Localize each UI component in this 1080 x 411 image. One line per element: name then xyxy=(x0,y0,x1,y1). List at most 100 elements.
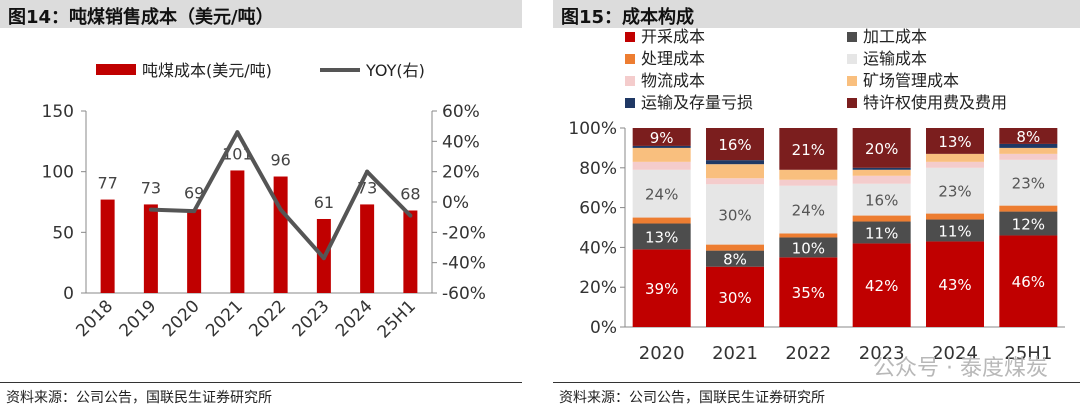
stack-segment xyxy=(779,179,838,186)
legend-label: 物流成本 xyxy=(641,71,705,90)
legend-label: 运输及存量亏损 xyxy=(641,93,753,112)
right-axis-tick-label: 60% xyxy=(442,102,480,122)
figure-15-source: 资料来源：公司公告，国联民生证券研究所 xyxy=(559,390,825,406)
bar-value-label: 68 xyxy=(400,184,420,203)
figure-15-source-rule xyxy=(553,382,1080,383)
bar-cost xyxy=(100,199,115,293)
stack-segment xyxy=(926,167,984,214)
legend-swatch-cost xyxy=(96,64,136,75)
stack-segment xyxy=(706,266,764,327)
figure-15-panel: 图15：成本构成 开采成本 加工成本 处理成本 运输成本 物流成本 矿场管理成本 运输及存量… xyxy=(553,0,1080,411)
stack-segment xyxy=(926,161,984,168)
left-axis-tick-label: 100 xyxy=(42,163,74,183)
yoy-point xyxy=(148,207,153,212)
segment-value-label: 42% xyxy=(865,277,898,295)
stack-segment xyxy=(926,241,984,327)
x-axis-tick-label: 2022 xyxy=(245,296,290,341)
legend-swatch xyxy=(847,32,857,42)
segment-value-label: 11% xyxy=(865,224,898,242)
segment-value-label: 24% xyxy=(792,202,825,220)
stack-segment xyxy=(999,143,1058,148)
segment-value-label: 11% xyxy=(938,222,971,240)
bar-cost xyxy=(187,209,202,293)
right-axis-tick-label: 0% xyxy=(442,193,469,213)
bar-cost xyxy=(403,210,418,293)
left-axis-tick-label: 150 xyxy=(42,102,74,122)
stack-segment xyxy=(632,161,691,170)
legend-swatch xyxy=(847,76,857,86)
legend-swatch xyxy=(625,76,635,86)
segment-value-label: 23% xyxy=(938,183,971,201)
stack-segment xyxy=(852,221,911,244)
left-axis-tick-label: 0 xyxy=(63,284,74,304)
x-axis-tick-label: 2020 xyxy=(639,343,685,364)
bar-cost xyxy=(273,176,288,293)
x-axis-tick-label: 25H1 xyxy=(374,296,420,342)
legend-label: 加工成本 xyxy=(863,27,927,46)
legend-swatch xyxy=(847,98,857,108)
segment-value-label: 8% xyxy=(723,251,747,269)
segment-value-label: 9% xyxy=(650,129,674,147)
stack-segment xyxy=(632,147,691,162)
stack-segment xyxy=(999,159,1058,206)
y-axis-tick-label: 80% xyxy=(579,159,617,179)
y-axis-tick-label: 100% xyxy=(568,119,617,139)
legend-label: 特许权使用费及费用 xyxy=(863,93,1007,112)
right-axis-tick-label: -60% xyxy=(442,284,486,304)
figure-14-panel: 图14：吨煤销售成本（美元/吨） 吨煤成本(美元/吨) YOY(右) 0 50 100 1… xyxy=(0,0,522,411)
segment-value-label: 12% xyxy=(1012,216,1045,234)
bar-value-label: 77 xyxy=(97,174,117,193)
x-axis-tick-label: 2021 xyxy=(202,296,247,341)
y-axis-tick-label: 60% xyxy=(579,199,617,219)
bar-value-label: 61 xyxy=(314,193,334,212)
segment-value-label: 46% xyxy=(1012,273,1045,291)
legend-label-yoy: YOY(右) xyxy=(365,61,425,80)
legend-label: 矿场管理成本 xyxy=(863,71,959,90)
segment-value-label: 39% xyxy=(645,280,678,298)
stack-segment xyxy=(706,244,764,251)
bar-value-label: 73 xyxy=(141,178,161,197)
figure-14-chart: 吨煤成本(美元/吨) YOY(右) 0 50 100 150 -60% -40% -20% 0% 2… xyxy=(42,61,486,343)
segment-value-label: 16% xyxy=(865,192,898,210)
stack-segment xyxy=(852,243,911,327)
segment-value-label: 30% xyxy=(718,206,751,224)
stack-segment xyxy=(999,147,1058,154)
legend-swatch xyxy=(625,54,635,64)
stack-segment xyxy=(706,128,764,161)
bar-cost xyxy=(360,204,375,293)
stack-segment xyxy=(999,235,1058,327)
x-axis-tick-label: 2019 xyxy=(116,296,161,341)
stack-segment xyxy=(706,164,764,179)
x-axis-tick-label: 25H1 xyxy=(1004,343,1052,364)
stack-segment xyxy=(926,219,984,242)
stack-segment xyxy=(852,183,911,216)
stack-segment xyxy=(632,249,691,327)
segment-value-label: 13% xyxy=(645,228,678,246)
stack-segment xyxy=(999,205,1058,212)
bar-cost xyxy=(143,204,158,293)
bar-value-label: 96 xyxy=(270,151,290,170)
segment-value-label: 35% xyxy=(792,284,825,302)
stack-segment xyxy=(926,213,984,220)
legend-swatch xyxy=(847,54,857,64)
left-axis-tick-label: 50 xyxy=(52,223,74,243)
right-axis-tick-label: 40% xyxy=(442,132,480,152)
yoy-point xyxy=(192,209,197,214)
x-axis-tick-label: 2023 xyxy=(859,343,905,364)
yoy-point xyxy=(321,256,326,261)
stack-segment xyxy=(706,178,764,185)
stack-segment xyxy=(706,160,764,165)
right-axis-tick-label: -20% xyxy=(442,223,486,243)
stack-segment xyxy=(999,211,1058,236)
stack-segment xyxy=(779,237,838,258)
y-axis-tick-label: 20% xyxy=(579,278,617,298)
segment-value-label: 20% xyxy=(865,140,898,158)
stack-segment xyxy=(779,128,838,170)
right-axis-tick-label: -40% xyxy=(442,254,486,274)
segment-value-label: 23% xyxy=(1012,175,1045,193)
figure-15-title: 图15：成本构成 xyxy=(561,7,695,28)
segment-value-label: 13% xyxy=(938,133,971,151)
stack-segment xyxy=(779,169,838,180)
stack-segment xyxy=(632,145,691,148)
stack-segment xyxy=(779,233,838,238)
